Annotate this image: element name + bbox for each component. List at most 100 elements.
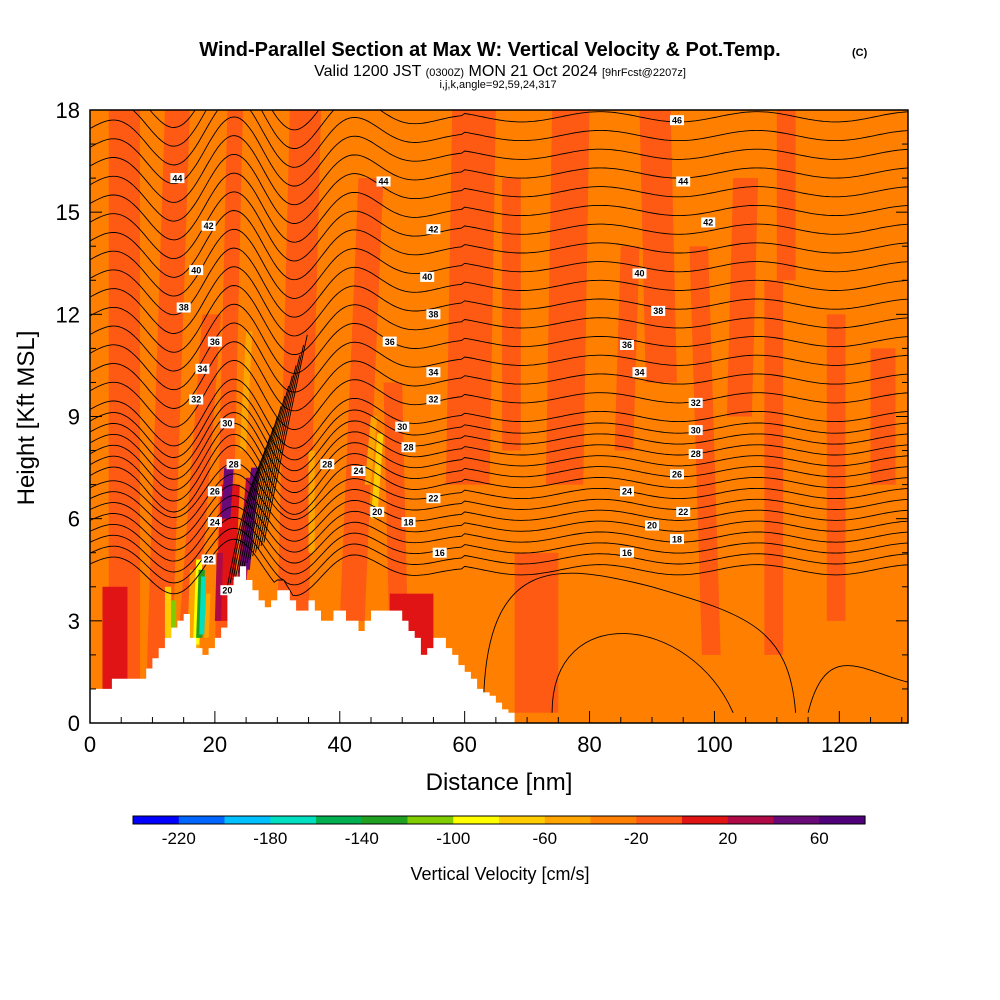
valid-time-d: [9hrFcst@2207z] bbox=[602, 67, 686, 79]
contour-label: 38 bbox=[651, 305, 666, 316]
contour-label: 44 bbox=[676, 176, 691, 187]
contour-label: 30 bbox=[395, 421, 410, 432]
y-axis-label: Height [Kft MSL] bbox=[13, 331, 40, 506]
x-tick-label: 100 bbox=[696, 732, 733, 757]
velocity-streak bbox=[108, 110, 140, 723]
contour-label-text: 28 bbox=[322, 459, 332, 469]
contour-label: 26 bbox=[670, 469, 684, 480]
colorbar-swatch bbox=[407, 816, 454, 824]
lee-wave-contour bbox=[252, 375, 293, 557]
contour-label-text: 34 bbox=[197, 364, 207, 374]
colorbar-tick-label: -180 bbox=[253, 829, 287, 848]
contour-label: 34 bbox=[195, 363, 210, 374]
x-axis: 0 20 40 60 80 100 120 bbox=[84, 711, 903, 757]
y-tick-label: 9 bbox=[68, 405, 80, 430]
contour-label: 44 bbox=[170, 173, 185, 183]
lee-wave-contour bbox=[240, 416, 278, 570]
contour-label-text: 24 bbox=[353, 466, 363, 476]
colorbar-tick-label: -140 bbox=[345, 829, 379, 848]
contour-label: 28 bbox=[688, 449, 703, 459]
contour-label: 40 bbox=[189, 265, 204, 275]
lee-wave-contour bbox=[235, 436, 271, 577]
theta-contour bbox=[90, 433, 908, 504]
contour-label: 22 bbox=[676, 506, 691, 517]
contour-label-text: 34 bbox=[634, 367, 644, 377]
theta-contour bbox=[90, 359, 908, 430]
velocity-streak bbox=[870, 348, 896, 485]
contour-label-text: 16 bbox=[435, 548, 445, 558]
contour-label: 22 bbox=[201, 554, 216, 565]
contour-label-text: 26 bbox=[672, 470, 682, 480]
velocity-streak bbox=[639, 110, 677, 383]
contour-label: 34 bbox=[632, 367, 647, 377]
valid-time-c: MON 21 Oct 2024 bbox=[464, 63, 602, 80]
valid-time-line: Valid 1200 JST (0300Z) MON 21 Oct 2024 [… bbox=[314, 63, 686, 80]
lee-wave-contour bbox=[249, 385, 290, 560]
velocity-streak bbox=[164, 586, 172, 638]
x-tick-label: 20 bbox=[203, 732, 227, 757]
contour-label-text: 26 bbox=[210, 487, 220, 497]
contour-label: 36 bbox=[207, 336, 222, 347]
theta-contour bbox=[551, 633, 734, 713]
contour-label-text: 20 bbox=[372, 507, 382, 517]
theta-contour bbox=[90, 401, 908, 472]
contour-label: 16 bbox=[432, 547, 447, 558]
contour-label: 36 bbox=[382, 336, 397, 347]
colorbar-swatch bbox=[590, 816, 637, 824]
contour-label-text: 18 bbox=[672, 534, 682, 544]
velocity-streak bbox=[776, 110, 796, 281]
contour-label-text: 36 bbox=[210, 337, 220, 347]
contour-label-text: 16 bbox=[622, 548, 632, 558]
colorbar-swatch bbox=[727, 816, 775, 824]
theta-contour bbox=[90, 228, 908, 299]
y-tick-label: 3 bbox=[68, 609, 80, 634]
contour-label-text: 46 bbox=[672, 115, 682, 125]
contour-label-text: 42 bbox=[204, 221, 214, 231]
contour-label: 38 bbox=[176, 302, 191, 313]
contour-label: 20 bbox=[370, 506, 385, 517]
lee-wave-contour bbox=[238, 426, 275, 574]
theta-contour bbox=[90, 110, 908, 149]
contour-label-text: 44 bbox=[378, 177, 388, 187]
velocity-streak bbox=[545, 110, 590, 485]
contour-label-text: 20 bbox=[222, 585, 232, 595]
colorbar-tick-label: -220 bbox=[162, 829, 196, 848]
contour-label-text: 22 bbox=[678, 507, 688, 517]
contour-label: 28 bbox=[320, 459, 335, 469]
velocity-streak bbox=[214, 552, 224, 621]
contour-labels: 46 44 44 44 42 42 42 40 40 40 38 38 38 36 36 36 34 34 34 32… bbox=[170, 115, 716, 595]
velocity-streak bbox=[826, 314, 846, 621]
colorbar-title: Vertical Velocity [cm/s] bbox=[410, 864, 589, 884]
contour-label-text: 22 bbox=[428, 493, 438, 503]
contour-label: 32 bbox=[189, 394, 204, 405]
velocity-streak bbox=[239, 331, 253, 451]
contour-label-text: 42 bbox=[428, 224, 438, 234]
theta-contour bbox=[807, 665, 908, 713]
contour-label: 20 bbox=[220, 585, 235, 595]
lee-wave-contour bbox=[260, 344, 304, 546]
copyright-mark: (C) bbox=[852, 47, 868, 59]
y-tick-label: 12 bbox=[56, 302, 80, 327]
contour-label: 30 bbox=[220, 418, 235, 429]
colorbar-swatch bbox=[453, 816, 500, 824]
x-tick-label: 80 bbox=[577, 732, 601, 757]
contour-label-text: 22 bbox=[204, 555, 214, 565]
contour-label: 22 bbox=[426, 493, 441, 503]
velocity-streak bbox=[445, 110, 496, 485]
contour-label: 42 bbox=[701, 217, 716, 228]
velocity-streak bbox=[514, 552, 559, 713]
theta-contour bbox=[90, 462, 908, 520]
theta-contour bbox=[90, 172, 908, 243]
contour-label: 42 bbox=[201, 220, 216, 231]
velocity-streak bbox=[177, 314, 222, 655]
theta-contour bbox=[90, 303, 908, 374]
contour-label-text: 34 bbox=[428, 367, 438, 377]
velocity-streak bbox=[221, 467, 234, 519]
theta-contour bbox=[90, 378, 908, 449]
theta-contour bbox=[90, 322, 908, 393]
contour-label: 34 bbox=[426, 367, 441, 377]
contour-label-text: 36 bbox=[622, 340, 632, 350]
theta-contours bbox=[90, 110, 908, 713]
